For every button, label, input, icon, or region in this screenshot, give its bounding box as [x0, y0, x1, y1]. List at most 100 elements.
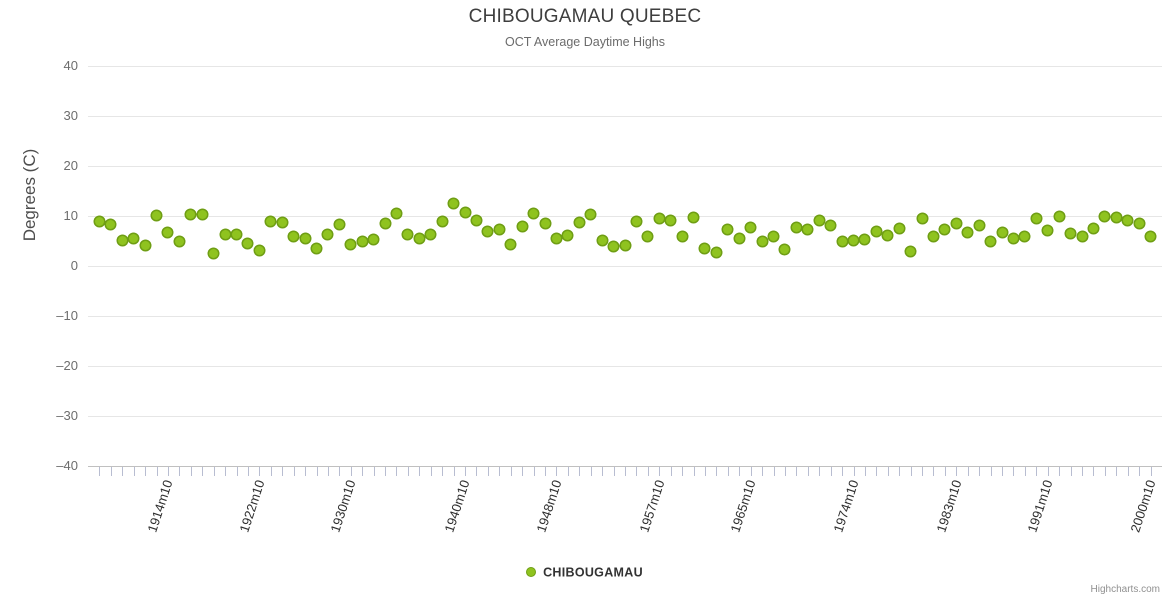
data-point[interactable] — [380, 219, 390, 228]
legend-item-chibougamau[interactable]: CHIBOUGAMAU — [527, 565, 643, 580]
data-point[interactable] — [700, 244, 710, 253]
data-point[interactable] — [620, 241, 630, 250]
data-point[interactable] — [1134, 218, 1144, 228]
data-point[interactable] — [174, 237, 184, 246]
data-point[interactable] — [346, 240, 356, 249]
x-axis-tick — [545, 467, 547, 476]
data-point[interactable] — [1088, 224, 1098, 233]
data-point[interactable] — [803, 225, 813, 234]
data-point[interactable] — [1100, 211, 1110, 221]
data-point[interactable] — [654, 214, 664, 223]
data-point[interactable] — [860, 235, 870, 244]
data-point[interactable] — [563, 231, 573, 240]
data-point[interactable] — [357, 236, 367, 246]
data-point[interactable] — [997, 228, 1007, 237]
data-point[interactable] — [986, 237, 996, 246]
data-point[interactable] — [197, 209, 207, 219]
data-point[interactable] — [494, 225, 504, 234]
data-point[interactable] — [1054, 212, 1064, 221]
data-point[interactable] — [1077, 231, 1087, 241]
data-point[interactable] — [551, 234, 561, 243]
data-point[interactable] — [312, 244, 321, 253]
data-point[interactable] — [334, 220, 344, 229]
data-point[interactable] — [117, 235, 127, 245]
data-point[interactable] — [209, 248, 219, 258]
x-axis-tick — [270, 467, 272, 476]
data-point[interactable] — [609, 241, 619, 251]
data-point[interactable] — [849, 235, 858, 245]
data-point[interactable] — [951, 218, 961, 228]
data-point[interactable] — [152, 210, 162, 220]
data-point[interactable] — [460, 208, 470, 217]
data-point[interactable] — [289, 231, 299, 241]
data-point[interactable] — [974, 221, 984, 230]
data-point[interactable] — [449, 199, 459, 208]
data-point[interactable] — [1146, 231, 1156, 241]
data-point[interactable] — [643, 231, 653, 241]
data-point[interactable] — [266, 216, 276, 226]
data-point[interactable] — [586, 209, 596, 219]
data-point[interactable] — [1031, 214, 1041, 223]
data-point[interactable] — [1111, 213, 1121, 222]
data-point[interactable] — [711, 247, 721, 257]
data-point[interactable] — [391, 209, 401, 218]
data-point[interactable] — [791, 223, 801, 232]
gridline — [88, 166, 1162, 167]
data-point[interactable] — [631, 217, 641, 226]
data-point[interactable] — [403, 230, 413, 239]
data-point[interactable] — [220, 229, 230, 239]
data-point[interactable] — [734, 234, 744, 243]
data-point[interactable] — [746, 222, 756, 232]
data-point[interactable] — [300, 233, 310, 243]
data-point[interactable] — [826, 220, 836, 230]
data-point[interactable] — [814, 216, 824, 225]
data-point[interactable] — [437, 216, 447, 226]
data-point[interactable] — [666, 215, 676, 225]
data-point[interactable] — [723, 225, 733, 234]
data-point[interactable] — [677, 232, 687, 241]
data-point[interactable] — [106, 220, 116, 229]
data-point[interactable] — [928, 231, 938, 241]
data-point[interactable] — [540, 218, 550, 228]
data-point[interactable] — [471, 215, 481, 225]
data-point[interactable] — [1066, 228, 1076, 238]
highcharts-credit[interactable]: Highcharts.com — [1090, 584, 1160, 595]
data-point[interactable] — [1020, 231, 1030, 241]
data-point[interactable] — [506, 240, 516, 249]
x-axis-tick — [1013, 467, 1015, 476]
data-point[interactable] — [277, 218, 287, 227]
data-point[interactable] — [574, 218, 584, 227]
data-point[interactable] — [94, 216, 104, 226]
data-point[interactable] — [1008, 234, 1018, 243]
data-point[interactable] — [369, 234, 379, 244]
data-point[interactable] — [129, 234, 139, 243]
data-point[interactable] — [186, 209, 196, 219]
data-point[interactable] — [780, 245, 790, 254]
data-point[interactable] — [597, 235, 607, 245]
data-point[interactable] — [894, 223, 904, 233]
data-point[interactable] — [323, 229, 333, 239]
data-point[interactable] — [940, 225, 950, 234]
data-point[interactable] — [1043, 226, 1053, 235]
data-point[interactable] — [837, 237, 847, 246]
data-point[interactable] — [689, 213, 699, 222]
data-point[interactable] — [517, 221, 527, 231]
data-point[interactable] — [254, 246, 264, 255]
data-point[interactable] — [483, 226, 493, 236]
data-point[interactable] — [917, 214, 927, 223]
data-point[interactable] — [757, 236, 767, 246]
data-point[interactable] — [906, 246, 916, 256]
data-point[interactable] — [414, 233, 424, 243]
x-axis-tick — [202, 467, 204, 476]
data-point[interactable] — [769, 231, 779, 241]
data-point[interactable] — [243, 238, 253, 248]
data-point[interactable] — [163, 228, 173, 237]
data-point[interactable] — [140, 240, 150, 250]
data-point[interactable] — [529, 208, 539, 218]
data-point[interactable] — [426, 230, 436, 239]
data-point[interactable] — [963, 227, 973, 237]
data-point[interactable] — [871, 226, 881, 236]
data-point[interactable] — [883, 230, 893, 240]
data-point[interactable] — [1123, 216, 1133, 225]
data-point[interactable] — [232, 230, 242, 239]
